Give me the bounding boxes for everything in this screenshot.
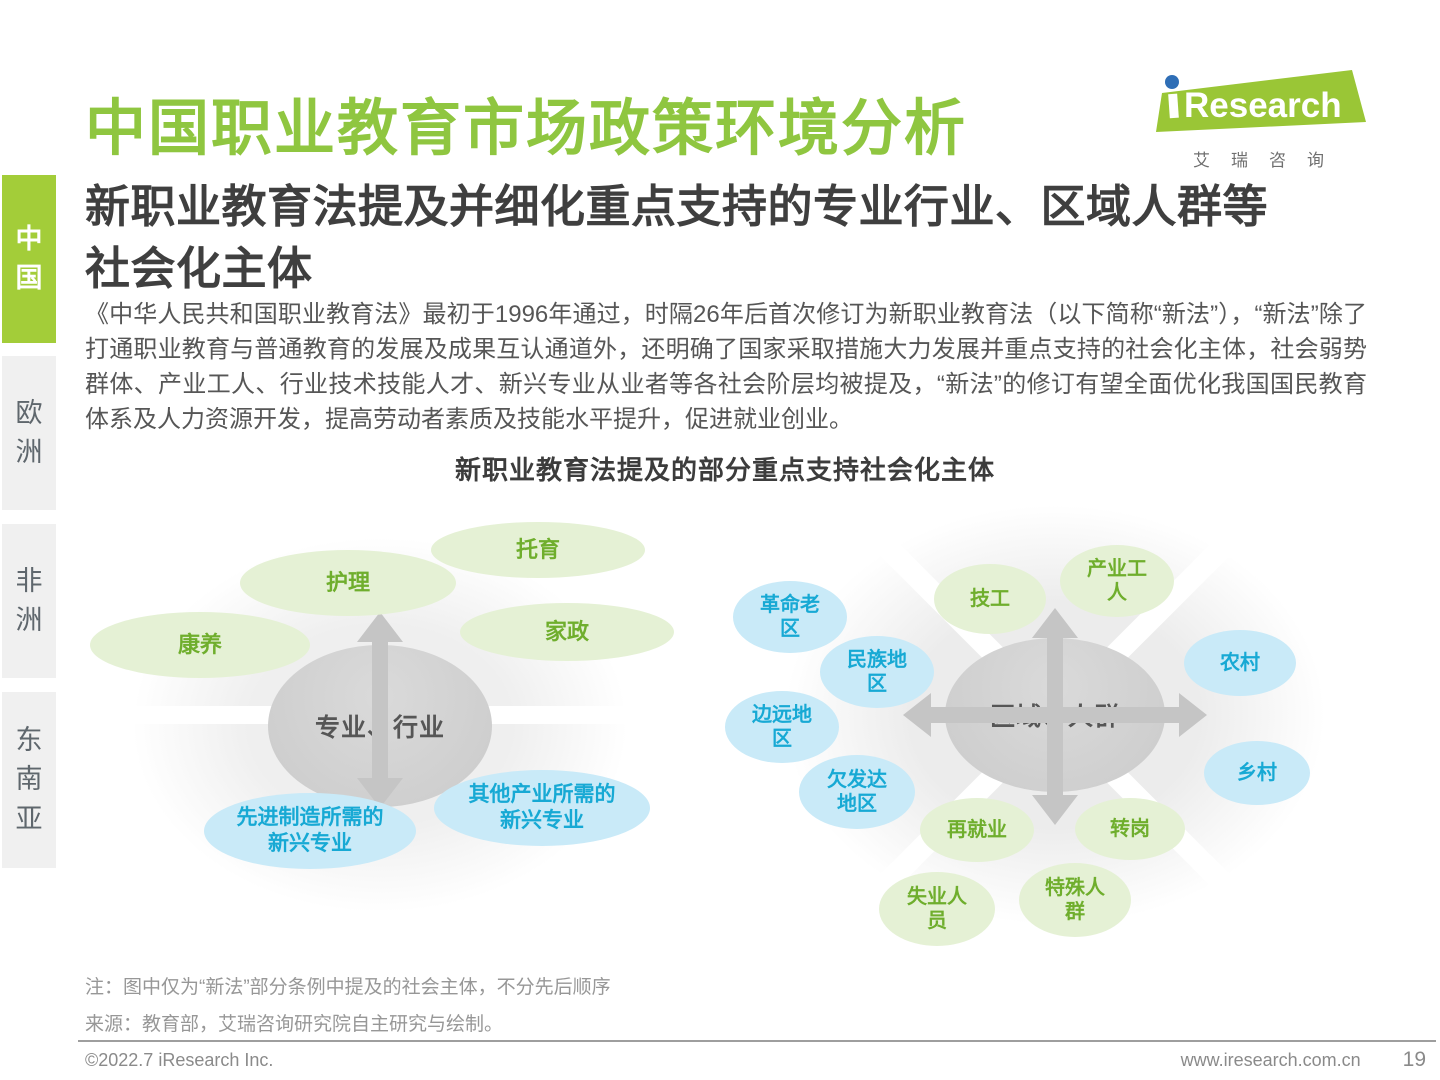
hub-arrows — [357, 608, 1207, 825]
hub-label: 区域、人群 — [989, 703, 1120, 731]
node-ethnic-areas: 民族地 区 — [820, 636, 934, 708]
logo-flag-icon: Research — [1156, 70, 1366, 132]
logo-i-dot-icon — [1165, 75, 1179, 89]
sidebar-tab-china[interactable]: 中 国 — [2, 175, 56, 343]
node-nursing: 护理 — [240, 550, 456, 616]
logo-flag-shape — [1156, 70, 1366, 132]
node-other-industry-majors: 其他产业所需的 新兴专业 — [434, 770, 650, 846]
node-countryside: 乡村 — [1204, 741, 1310, 805]
section-subtitle: 新职业教育法提及并细化重点支持的专业行业、区域人群等 社会化主体 — [85, 181, 1269, 294]
sidebar-tab-europe[interactable]: 欧 洲 — [2, 356, 56, 510]
logo-chinese-name: 艾瑞咨询 — [1193, 151, 1345, 170]
page-title: 中国职业教育市场政策环境分析 — [85, 94, 968, 162]
node-housekeeping: 家政 — [460, 603, 674, 661]
node-special-groups: 特殊人 群 — [1019, 863, 1131, 937]
sidebar-tab-label: 中 国 — [15, 223, 43, 293]
iresearch-logo: Research 艾瑞咨询 — [1154, 68, 1370, 171]
node-advanced-manufacturing-majors: 先进制造所需的 新兴专业 — [204, 793, 416, 869]
node-industrial-workers: 产业工 人 — [1060, 545, 1174, 617]
hub-label: 专业、行业 — [314, 714, 445, 742]
node-remote-areas: 边远地 区 — [725, 691, 839, 763]
footer-website-link[interactable]: www.iresearch.com.cn — [1180, 1049, 1361, 1070]
body-paragraph: 《中华人民共和国职业教育法》最初于1996年通过，时隔26年后首次修订为新职业教… — [85, 301, 1367, 433]
social-subjects-diagram: 专业、行业 区域、人群 康养 护理 托育 家政 先进制造所需的 新兴专业 其他产… — [0, 490, 1440, 970]
logo-i-stem — [1168, 93, 1179, 119]
footer-divider — [78, 1040, 1436, 1042]
node-revolutionary-old-areas: 革命老 区 — [733, 581, 847, 653]
node-unemployed: 失业人 员 — [879, 872, 995, 946]
page-number: 19 — [1402, 1048, 1426, 1071]
logo-brand-text: Research — [1184, 86, 1342, 125]
node-technicians: 技工 — [934, 564, 1046, 634]
sidebar-tab-label: 欧 洲 — [15, 397, 43, 467]
source-note: 来源：教育部，艾瑞咨询研究院自主研究与绘制。 — [85, 1014, 504, 1035]
footer: ©2022.7 iResearch Inc. www.iresearch.com… — [85, 1048, 1426, 1072]
hub-regions-groups: 区域、人群 — [945, 638, 1165, 792]
node-reemployment: 再就业 — [920, 798, 1034, 862]
diagram-note: 注：图中仅为“新法”部分条例中提及的社会主体，不分先后顺序 — [85, 977, 611, 998]
node-health-wellness: 康养 — [90, 612, 310, 678]
node-childcare: 托育 — [431, 522, 645, 578]
node-rural-areas: 农村 — [1184, 630, 1296, 696]
diagram-title: 新职业教育法提及的部分重点支持社会化主体 — [454, 455, 995, 485]
node-less-developed-areas: 欠发达 地区 — [799, 755, 915, 829]
node-job-transfer: 转岗 — [1075, 798, 1185, 860]
footer-copyright: ©2022.7 iResearch Inc. — [85, 1049, 274, 1070]
